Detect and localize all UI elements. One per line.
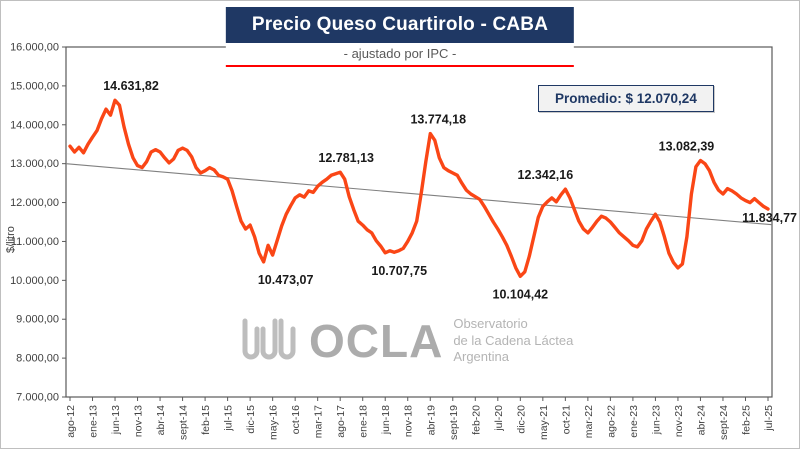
x-tick-label: jul-25 xyxy=(763,405,775,432)
x-tick-label: abr-19 xyxy=(425,405,437,436)
y-axis-title: $/litro xyxy=(5,226,17,253)
x-tick-label: feb-25 xyxy=(740,405,752,435)
x-tick-label: abr-24 xyxy=(695,405,707,436)
x-tick-label: sept-14 xyxy=(178,405,190,440)
x-tick-label: ago-12 xyxy=(65,405,77,438)
x-tick-label: nov-23 xyxy=(673,405,685,437)
x-tick-label: may-21 xyxy=(538,405,550,440)
x-tick-label: ene-13 xyxy=(88,405,100,438)
data-point-label: 10.707,75 xyxy=(371,264,427,278)
y-tick-label: 10.000,00 xyxy=(10,275,59,287)
x-tick-label: nov-18 xyxy=(403,405,415,437)
x-tick-label: ene-18 xyxy=(358,405,370,438)
y-tick-label: 13.000,00 xyxy=(10,158,59,170)
y-tick-label: 7.000,00 xyxy=(16,392,59,404)
data-point-label: 12.781,13 xyxy=(318,151,374,165)
data-point-label: 11.834,77 xyxy=(742,211,797,225)
ocla-logo-icon xyxy=(242,318,296,360)
average-callout: Promedio: $ 12.070,24 xyxy=(538,85,714,112)
x-tick-label: jun-23 xyxy=(650,405,662,435)
x-tick-label: sept-24 xyxy=(718,405,730,440)
x-tick-label: ago-22 xyxy=(605,405,617,438)
ocla-caption: Observatorio de la Cadena Láctea Argenti… xyxy=(451,316,573,367)
ocla-caption-line3: Argentina xyxy=(453,349,509,365)
price-line xyxy=(68,98,770,278)
x-tick-label: ene-23 xyxy=(628,405,640,438)
ocla-caption-line1: Observatorio xyxy=(453,315,528,331)
y-tick-label: 11.000,00 xyxy=(11,236,59,248)
x-tick-label: feb-20 xyxy=(470,405,482,435)
x-tick-label: may-16 xyxy=(268,405,280,440)
ocla-caption-line2: de la Cadena Láctea xyxy=(453,332,574,348)
chart-subtitle: - ajustado por IPC - xyxy=(225,43,575,67)
y-tick-label: 14.000,00 xyxy=(10,119,59,131)
y-tick-label: 15.000,00 xyxy=(10,80,59,92)
x-tick-label: oct-21 xyxy=(560,405,572,434)
chart-header: Precio Queso Cuartirolo - CABA - ajustad… xyxy=(225,7,575,67)
x-tick-label: ago-17 xyxy=(335,405,347,438)
x-tick-label: jun-18 xyxy=(380,405,392,435)
y-tick-label: 12.000,00 xyxy=(10,197,59,209)
y-tick-label: 9.000,00 xyxy=(16,314,59,326)
x-tick-label: sept-19 xyxy=(448,405,460,440)
x-tick-label: mar-17 xyxy=(313,405,325,438)
data-point-label: 14.631,82 xyxy=(103,79,159,93)
ocla-brand-text: OCLA xyxy=(309,315,444,367)
data-point-label: 13.082,39 xyxy=(659,139,715,153)
x-tick-label: dic-15 xyxy=(245,405,257,434)
ocla-watermark: OCLA Observatorio de la Cadena Láctea Ar… xyxy=(239,315,573,367)
y-tick-label: 8.000,00 xyxy=(16,353,59,365)
x-tick-label: jul-20 xyxy=(493,405,505,432)
x-tick-label: oct-16 xyxy=(290,405,302,434)
x-tick-label: jul-15 xyxy=(223,405,235,432)
x-tick-label: feb-15 xyxy=(200,405,212,435)
x-tick-label: mar-22 xyxy=(583,405,595,438)
data-point-label: 13.774,18 xyxy=(410,113,466,127)
x-tick-label: dic-20 xyxy=(515,405,527,434)
x-tick-label: nov-13 xyxy=(133,405,145,437)
y-tick-label: 16.000,00 xyxy=(10,42,59,54)
x-tick-label: jun-13 xyxy=(110,405,122,435)
data-point-label: 10.104,42 xyxy=(493,287,549,301)
data-point-label: 12.342,16 xyxy=(518,168,574,182)
x-tick-label: abr-14 xyxy=(155,405,167,436)
chart-title: Precio Queso Cuartirolo - CABA xyxy=(225,7,575,43)
data-point-label: 10.473,07 xyxy=(258,273,314,287)
